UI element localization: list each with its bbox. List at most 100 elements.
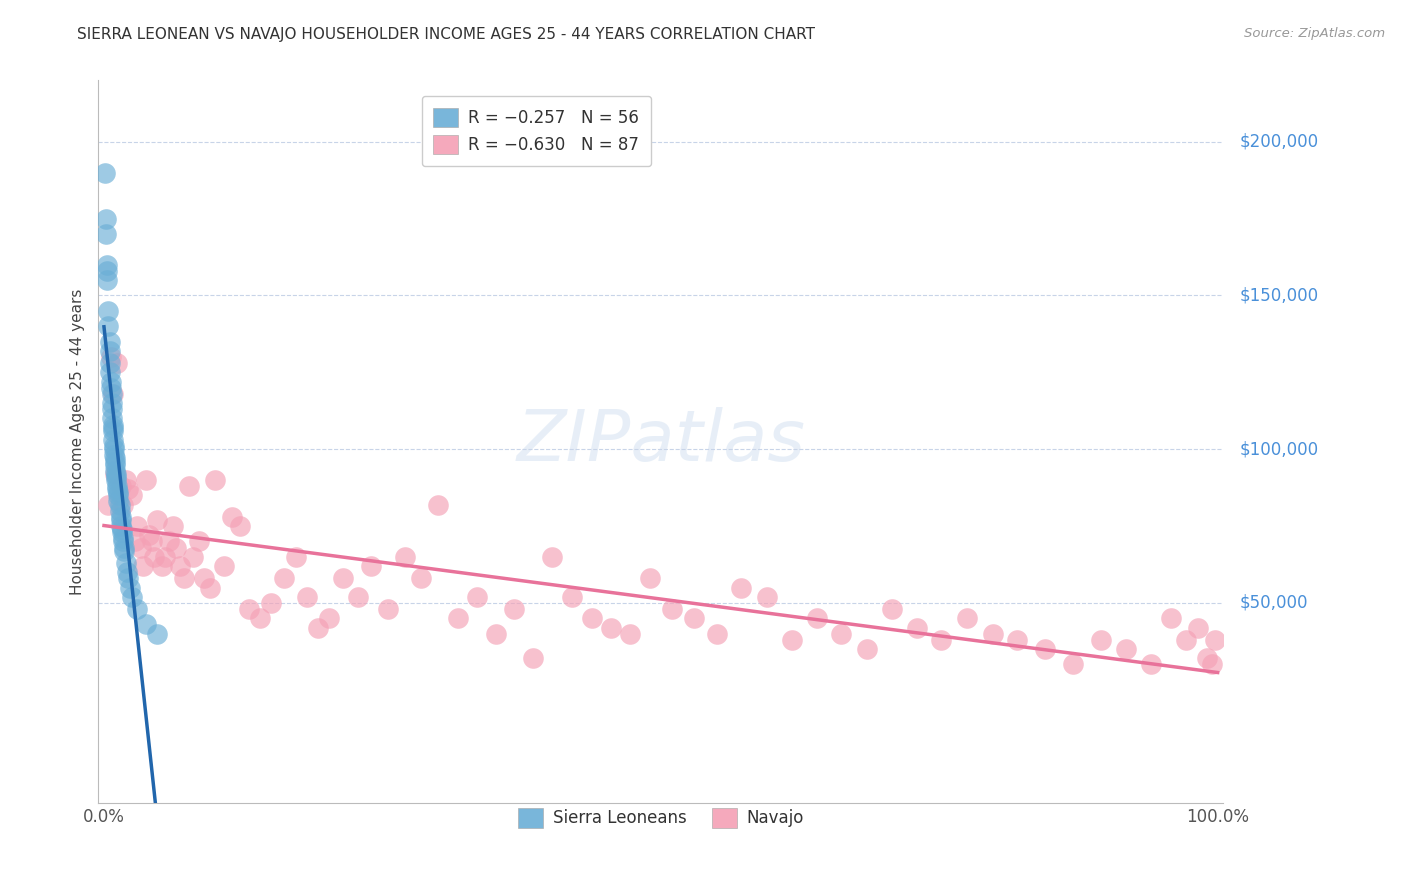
Point: [956, 611, 979, 625]
Point: [115, 473, 138, 487]
Point: [377, 602, 399, 616]
Point: [108, 504, 131, 518]
Point: [360, 559, 382, 574]
Point: [447, 611, 470, 625]
Point: [143, 549, 166, 564]
Point: [104, 458, 127, 472]
Point: [1033, 642, 1056, 657]
Text: SIERRA LEONEAN VS NAVAJO HOUSEHOLDER INCOME AGES 25 - 44 YEARS CORRELATION CHART: SIERRA LEONEAN VS NAVAJO HOUSEHOLDER INC…: [77, 27, 815, 42]
Point: [150, 559, 173, 574]
Point: [104, 467, 127, 481]
Point: [181, 549, 204, 564]
Point: [129, 541, 152, 555]
Point: [110, 513, 132, 527]
Point: [117, 571, 139, 585]
Point: [105, 356, 128, 370]
Point: [169, 559, 191, 574]
Text: $50,000: $50,000: [1240, 594, 1309, 612]
Point: [856, 642, 879, 657]
Point: [110, 509, 132, 524]
Point: [780, 632, 803, 647]
Y-axis label: Householder Income Ages 25 - 44 years: Householder Income Ages 25 - 44 years: [69, 288, 84, 595]
Point: [193, 571, 215, 585]
Point: [103, 439, 125, 453]
Point: [101, 433, 124, 447]
Point: [332, 571, 354, 585]
Point: [394, 549, 416, 564]
Point: [931, 632, 953, 647]
Point: [599, 621, 621, 635]
Point: [103, 442, 125, 457]
Point: [295, 590, 318, 604]
Text: $150,000: $150,000: [1240, 286, 1319, 304]
Point: [619, 626, 641, 640]
Legend: Sierra Leoneans, Navajo: Sierra Leoneans, Navajo: [512, 802, 810, 834]
Point: [101, 402, 124, 417]
Point: [485, 626, 508, 640]
Point: [101, 424, 124, 438]
Point: [96, 264, 118, 278]
Point: [104, 464, 127, 478]
Point: [411, 571, 433, 585]
Point: [273, 571, 295, 585]
Point: [117, 565, 139, 579]
Point: [111, 525, 134, 540]
Point: [706, 626, 728, 640]
Point: [465, 590, 488, 604]
Point: [96, 211, 118, 226]
Point: [101, 417, 124, 432]
Point: [111, 532, 134, 546]
Point: [1195, 651, 1218, 665]
Point: [101, 420, 124, 434]
Point: [101, 411, 124, 425]
Point: [177, 479, 200, 493]
Point: [260, 596, 283, 610]
Point: [118, 581, 141, 595]
Point: [284, 549, 307, 564]
Point: [111, 498, 134, 512]
Point: [1201, 657, 1223, 672]
Point: [162, 519, 184, 533]
Point: [1175, 632, 1198, 647]
Point: [661, 602, 683, 616]
Point: [638, 571, 661, 585]
Point: [100, 381, 122, 395]
Point: [238, 602, 260, 616]
Point: [502, 602, 524, 616]
Point: [100, 375, 122, 389]
Point: [1115, 642, 1137, 657]
Point: [94, 165, 117, 179]
Point: [96, 258, 118, 272]
Point: [97, 319, 120, 334]
Point: [127, 602, 149, 616]
Point: [1140, 657, 1163, 672]
Point: [115, 556, 138, 570]
Point: [105, 467, 128, 481]
Point: [165, 541, 187, 555]
Point: [132, 559, 155, 574]
Point: [107, 494, 129, 508]
Point: [107, 488, 129, 502]
Point: [108, 498, 131, 512]
Point: [581, 611, 603, 625]
Point: [98, 365, 121, 379]
Text: Source: ZipAtlas.com: Source: ZipAtlas.com: [1244, 27, 1385, 40]
Point: [112, 541, 135, 555]
Point: [112, 543, 135, 558]
Point: [1005, 632, 1028, 647]
Point: [97, 304, 120, 318]
Point: [683, 611, 706, 625]
Point: [98, 356, 121, 370]
Point: [1090, 632, 1112, 647]
Point: [905, 621, 928, 635]
Point: [105, 470, 128, 484]
Point: [103, 449, 125, 463]
Point: [138, 528, 160, 542]
Point: [830, 626, 852, 640]
Point: [214, 559, 236, 574]
Point: [107, 485, 129, 500]
Point: [1187, 621, 1209, 635]
Text: $200,000: $200,000: [1240, 133, 1319, 151]
Point: [347, 590, 370, 604]
Point: [1160, 611, 1182, 625]
